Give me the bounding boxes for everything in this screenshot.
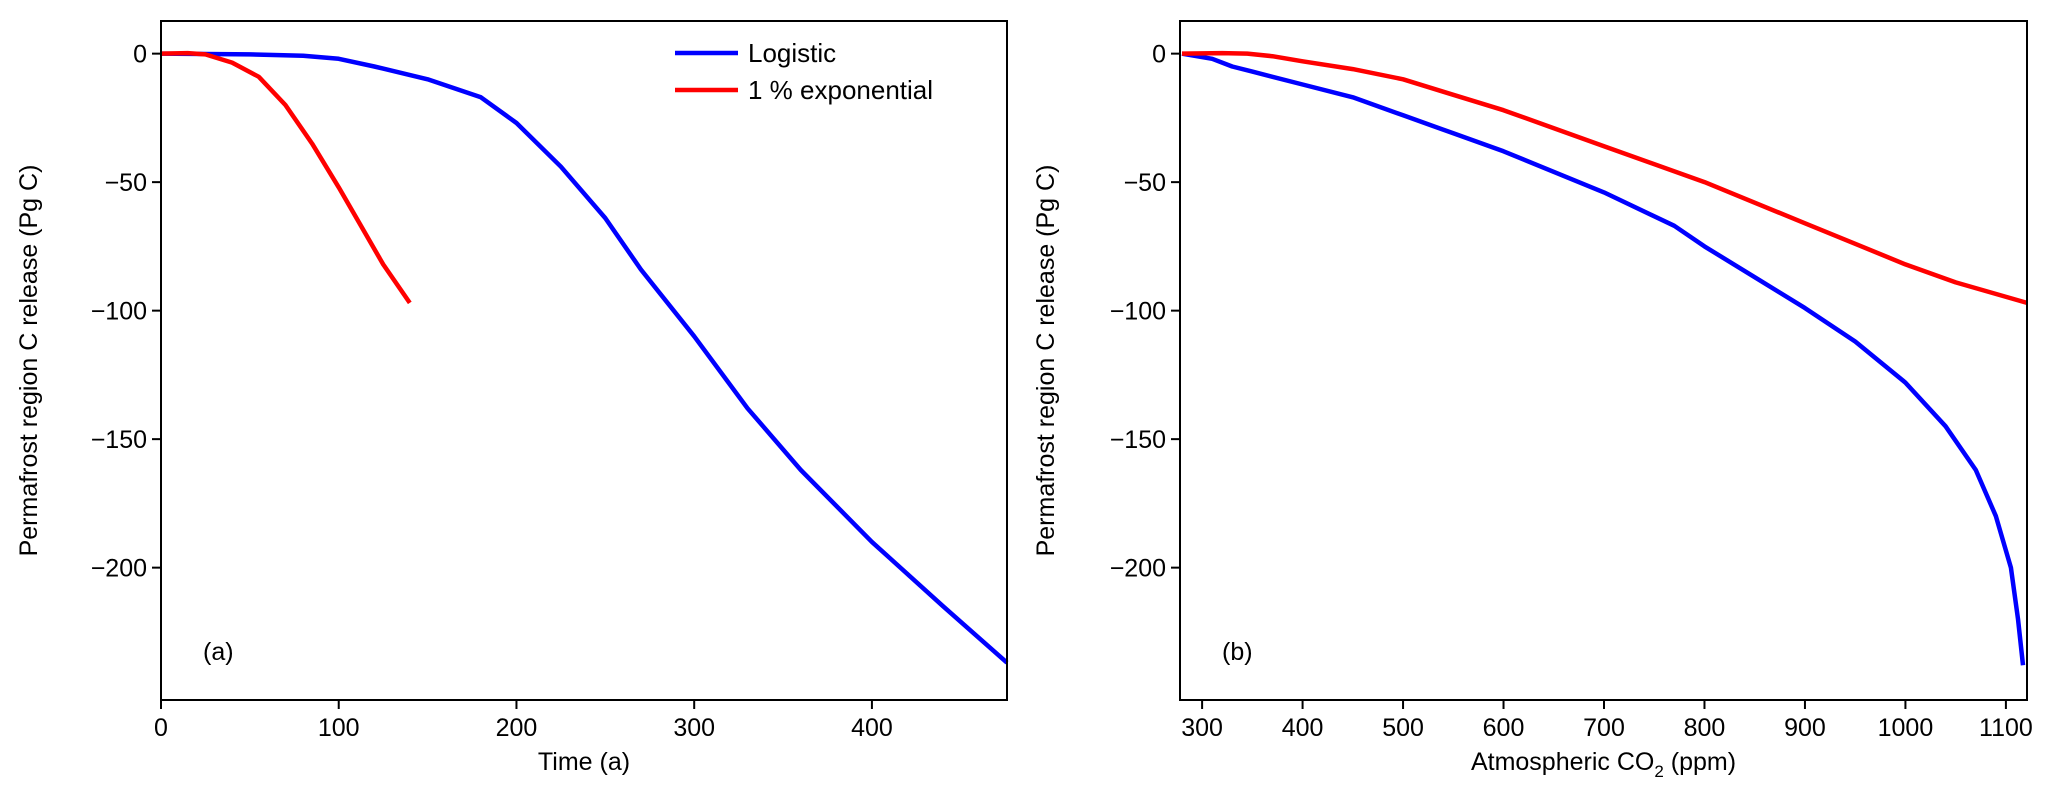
x-tick-label: 700 [1583, 714, 1625, 742]
x-axis-label: Atmospheric CO2 (ppm) [1471, 748, 1736, 781]
panel-b: 300 400 500 600 700 800 900 1000 1100 0 −50 −100 −15… [1032, 20, 2033, 781]
panel-label: (a) [203, 638, 234, 666]
x-axis-label-subscript: 2 [1654, 762, 1663, 781]
series-line-logistic [1181, 51, 2026, 666]
legend-label: Logistic [748, 38, 836, 68]
y-axis-label: Permafrost region C release (Pg C) [15, 165, 43, 557]
panel-a: 0 100 200 300 400 0 −50 −100 −150 −200 Permafrost … [15, 20, 1009, 776]
x-tick-label: 200 [496, 714, 538, 742]
y-tick-label: −200 [91, 555, 147, 583]
x-tick-label: 0 [154, 714, 168, 742]
y-tick-label: −200 [1110, 555, 1166, 583]
x-tick-label: 300 [1181, 714, 1223, 742]
x-tick-label: 400 [851, 714, 893, 742]
x-tick-label: 900 [1784, 714, 1826, 742]
panel-label: (b) [1222, 638, 1253, 666]
x-tick-label: 600 [1483, 714, 1525, 742]
plot-frame [1179, 20, 2028, 701]
x-axis-label: Time (a) [538, 748, 630, 776]
x-axis-label-main: Time (a) [538, 748, 630, 776]
x-tick-label: 500 [1382, 714, 1424, 742]
y-tick-label: −50 [1124, 169, 1166, 197]
y-tick-label: −100 [1110, 298, 1166, 326]
x-axis-label-main: Atmospheric CO [1471, 748, 1654, 776]
x-tick-label: 400 [1282, 714, 1324, 742]
x-tick-label: 1100 [1979, 714, 2033, 742]
series-line-1-exponential [1181, 50, 2028, 306]
legend-label: 1 % exponential [748, 75, 933, 105]
y-tick-label: −150 [1110, 426, 1166, 454]
y-tick-label: 0 [1152, 41, 1166, 69]
x-tick-label: 1000 [1878, 714, 1934, 742]
x-tick-label: 800 [1684, 714, 1726, 742]
y-axis-label: Permafrost region C release (Pg C) [1032, 165, 1060, 557]
x-axis-label-suffix: (ppm) [1664, 748, 1736, 776]
y-tick-label: −50 [105, 169, 147, 197]
x-tick-label: 300 [673, 714, 715, 742]
plot-frame [160, 20, 1008, 701]
y-tick-label: −150 [91, 426, 147, 454]
y-tick-label: 0 [133, 41, 147, 69]
y-tick-label: −100 [91, 298, 147, 326]
x-tick-label: 100 [318, 714, 360, 742]
series-line-logistic [160, 51, 1009, 665]
series-line-1-exponential [160, 50, 412, 305]
